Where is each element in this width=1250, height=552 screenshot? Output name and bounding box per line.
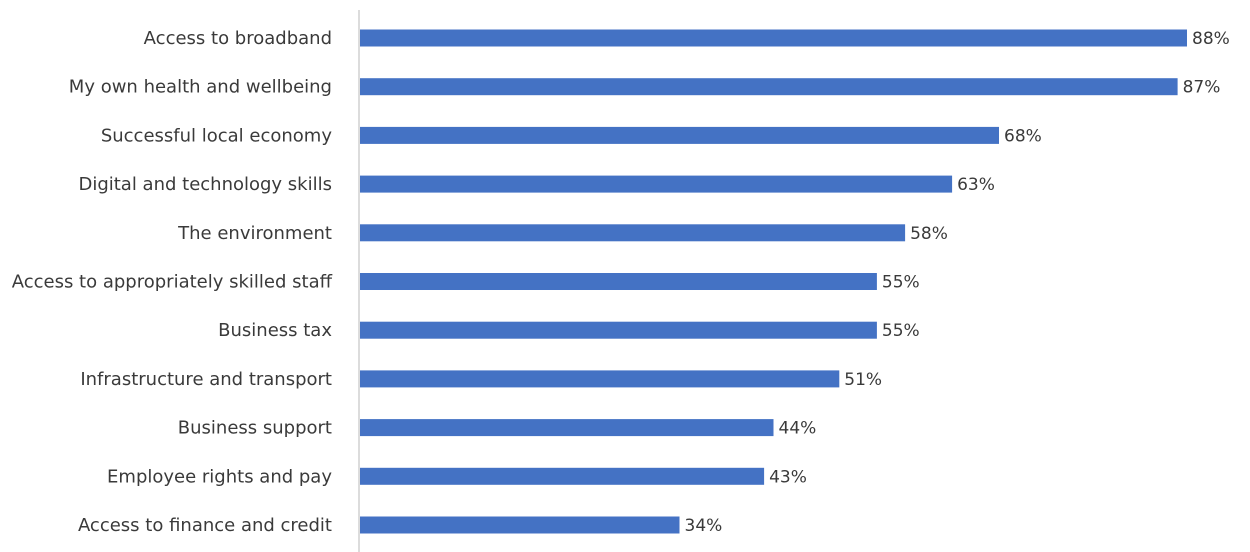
value-label: 58%	[910, 224, 948, 244]
bar-2	[360, 78, 1178, 96]
bar-3	[360, 126, 999, 144]
category-label: Business tax	[218, 320, 332, 341]
bar-10	[360, 467, 765, 485]
category-label: Access to appropriately skilled staff	[12, 272, 333, 293]
value-labels-group: 88% 87% 68% 63% 58% 55% 55% 51% 44% 43% 34%	[685, 29, 1230, 536]
category-labels-group: Access to broadband My own health and wel…	[12, 28, 333, 536]
value-label: 44%	[779, 419, 817, 439]
category-label: Access to broadband	[144, 28, 332, 49]
bar-8	[360, 370, 840, 388]
bars-group	[360, 29, 1187, 534]
value-label: 55%	[882, 273, 920, 293]
bar-11	[360, 516, 680, 534]
bar-6	[360, 273, 877, 290]
value-label: 51%	[844, 370, 882, 390]
category-label: Infrastructure and transport	[80, 369, 332, 390]
bar-1	[360, 29, 1187, 47]
value-label: 55%	[882, 321, 920, 341]
category-label: My own health and wellbeing	[69, 77, 332, 98]
value-label: 34%	[685, 516, 723, 536]
category-label: Digital and technology skills	[78, 174, 332, 195]
value-label: 87%	[1183, 78, 1221, 98]
category-label: Employee rights and pay	[107, 466, 332, 487]
category-label: The environment	[177, 223, 332, 244]
value-label: 43%	[769, 467, 807, 487]
bar-7	[360, 321, 877, 339]
category-label: Access to finance and credit	[78, 515, 332, 536]
category-label: Business support	[178, 418, 332, 439]
value-label: 88%	[1192, 29, 1230, 49]
bar-5	[360, 224, 906, 242]
category-label: Successful local economy	[101, 125, 333, 146]
bar-4	[360, 175, 953, 193]
bar-9	[360, 419, 774, 437]
value-label: 63%	[957, 175, 995, 195]
value-label: 68%	[1004, 126, 1042, 146]
